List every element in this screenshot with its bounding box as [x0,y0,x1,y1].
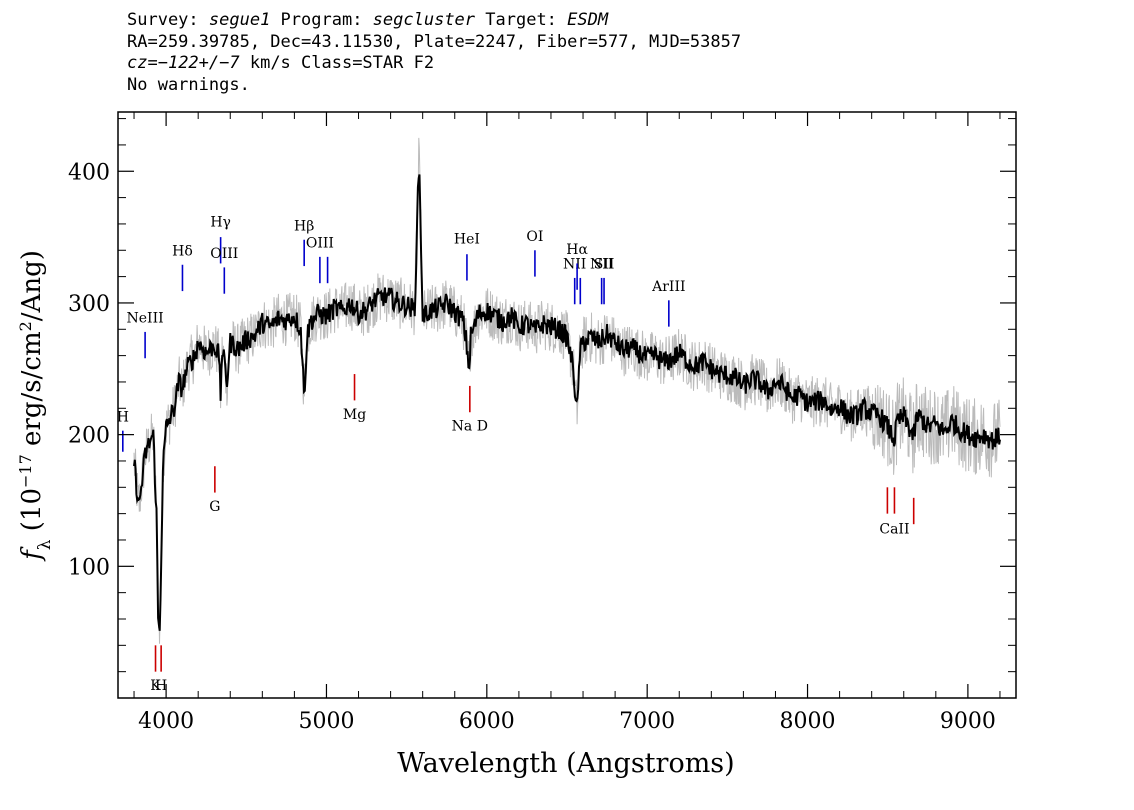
x-tick-label: 8000 [780,709,836,734]
survey-value: segue1 [208,10,271,30]
target-label: Target: [475,10,568,30]
line-label: NII [563,257,586,273]
flux-series [133,174,1001,631]
line-label: OIII [306,236,334,252]
cz-value: −122+/−7 [157,53,240,73]
x-tick-label: 9000 [940,709,996,734]
x-tick-label: 4000 [138,709,194,734]
program-label: Program: [270,10,373,30]
line-label: H [117,409,129,425]
x-tick-label: 7000 [619,709,675,734]
cz-label: cz= [127,53,158,73]
noise-trace [133,137,1001,644]
y-tick-label: 100 [68,555,110,580]
line-label: OIII [210,246,238,262]
cz-units-class: km/s Class=STAR F2 [239,53,435,73]
plot-axes: 4000 5000 6000 7000 8000 9000 100 200 300 400 [68,111,1017,734]
line-label: NII [590,257,613,273]
line-label: Hα [566,242,588,258]
line-label: K [150,678,161,694]
flux-trace [133,174,1001,631]
line-label: G [209,499,220,515]
x-axis-label: Wavelength (Angstroms) [397,748,734,779]
line-label: H [155,678,167,694]
line-label: Hβ [294,219,314,235]
target-value: ESDM [567,10,609,30]
header-line-warnings: No warnings. [127,74,250,95]
program-value: segcluster [372,10,476,30]
line-label: Na D [452,419,488,435]
survey-label: Survey: [127,10,209,30]
line-label: CaII [879,521,909,537]
header-line-coordinates: RA=259.39785, Dec=43.11530, Plate=2247, … [127,31,742,52]
line-label: NeIII [127,311,164,327]
y-axis-label: fλ (10−17 erg/s/cm2/Ang) [16,250,56,562]
header-line-survey: Survey: segue1 Program: segcluster Targe… [127,10,741,32]
y-tick-label: 200 [68,424,110,449]
line-label: Hδ [172,244,193,260]
line-label: HeI [454,232,480,248]
line-label: SII [594,257,615,273]
line-label: OI [526,229,543,245]
y-tick-label: 400 [68,160,110,185]
y-tick-label: 300 [68,292,110,317]
header-line-redshift: cz=−122+/−7 km/s Class=STAR F2 [127,53,741,75]
plot-frame [117,111,1017,699]
line-label: Hγ [210,215,231,231]
x-tick-label: 5000 [298,709,354,734]
line-label: ArIII [651,279,685,295]
flux-noise-band [133,137,1001,644]
spectrum-header: Survey: segue1 Program: segcluster Targe… [127,10,741,96]
line-label: Mg [343,407,366,423]
x-tick-label: 6000 [459,709,515,734]
